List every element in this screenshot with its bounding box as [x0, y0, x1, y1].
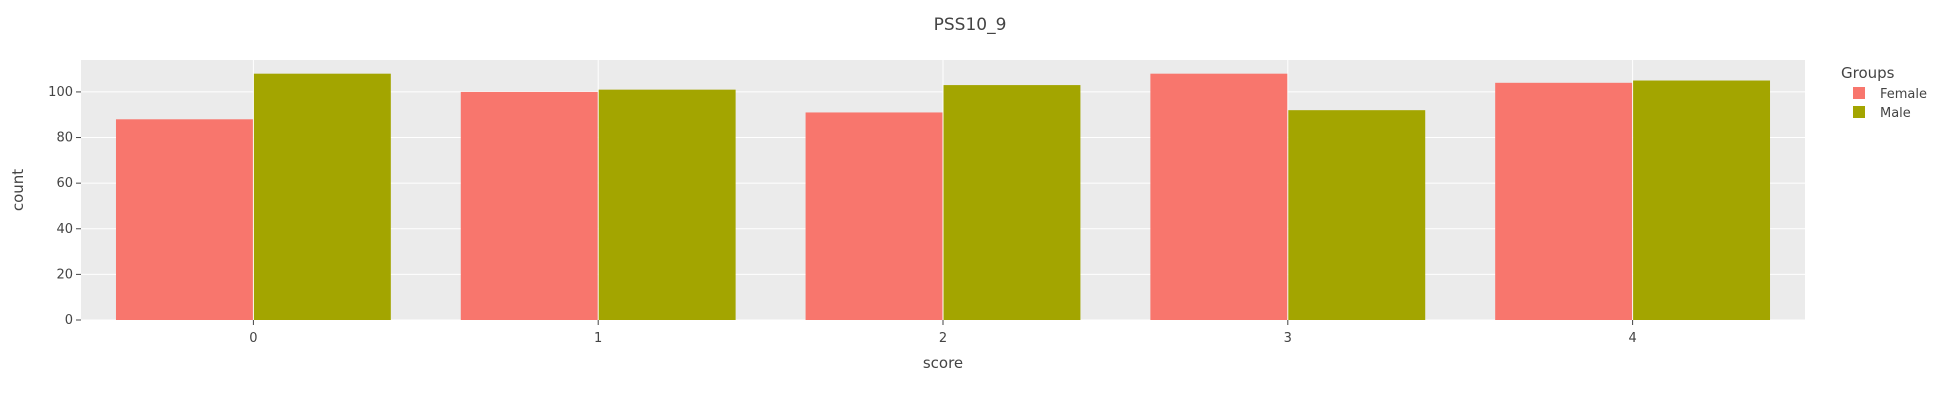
legend-items: Female Male: [1853, 87, 1927, 121]
y-tick-label: 0: [65, 313, 73, 328]
y-axis-title: count: [9, 169, 27, 211]
bar-female: [1495, 82, 1633, 321]
y-tick-label: 20: [56, 267, 73, 282]
y-tick-label: 100: [48, 85, 73, 100]
x-tick-label: 0: [249, 331, 257, 346]
x-tick-label: 4: [1628, 331, 1636, 346]
bar-male: [1633, 80, 1771, 321]
legend-label-male: Male: [1880, 106, 1911, 121]
bars: [115, 73, 1771, 321]
legend-title: Groups: [1841, 64, 1895, 82]
legend-swatch-female: [1853, 87, 1865, 99]
bar-male: [943, 85, 1081, 320]
x-tick-label: 3: [1284, 331, 1292, 346]
bar-female: [805, 112, 943, 320]
y-tick-label: 60: [56, 176, 73, 191]
y-tick-label: 80: [56, 131, 73, 146]
legend-swatch-male: [1853, 106, 1865, 118]
bar-female: [115, 119, 253, 320]
legend: Groups Female Male: [1841, 64, 1927, 121]
legend-label-female: Female: [1880, 87, 1927, 102]
bar-female: [1150, 73, 1288, 321]
bar-male: [598, 89, 736, 320]
x-tick-label: 2: [939, 331, 947, 346]
y-axis: 0 20 40 60 80 100: [48, 85, 81, 328]
x-axis: 0 1 2 3 4: [249, 320, 1637, 346]
bar-male: [1288, 110, 1426, 320]
x-tick-label: 1: [594, 331, 602, 346]
chart-title: PSS10_9: [934, 15, 1007, 35]
x-axis-title: score: [923, 354, 963, 372]
bar-female: [460, 91, 598, 320]
y-tick-label: 40: [56, 222, 73, 237]
bar-male: [253, 73, 391, 321]
